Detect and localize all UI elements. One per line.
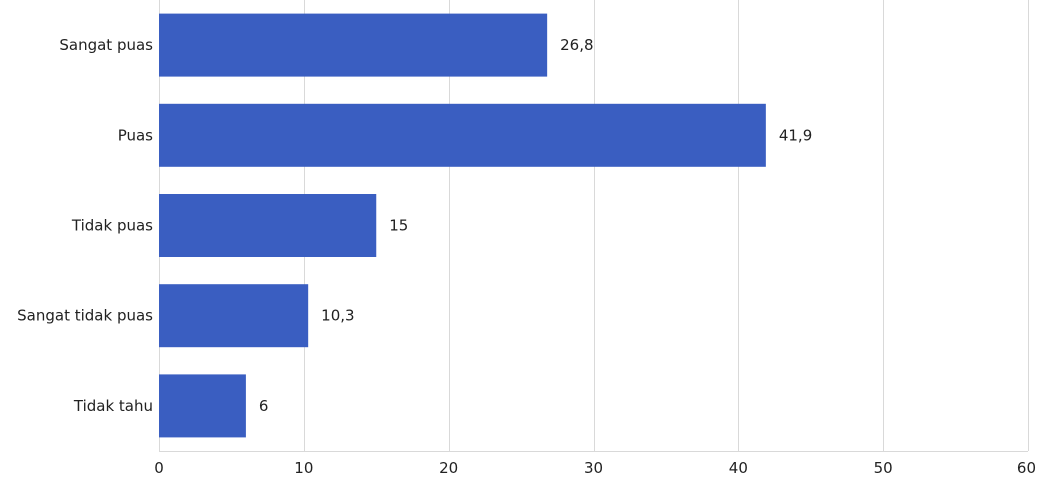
x-tick-label-20: 20 — [439, 459, 458, 477]
data-label-3: 10,3 — [321, 307, 354, 325]
x-tick-label-0: 0 — [154, 459, 164, 477]
category-label-4: Tidak tahu — [73, 397, 153, 415]
category-labels: Sangat puas Puas Tidak puas Sangat tidak pu… — [17, 36, 153, 415]
data-label-0: 26,8 — [560, 36, 593, 54]
data-label-1: 41,9 — [779, 126, 812, 144]
bar-0 — [159, 13, 548, 77]
category-label-3: Sangat tidak puas — [17, 307, 153, 325]
data-label-4: 6 — [259, 397, 269, 415]
bar-2 — [159, 194, 377, 257]
category-label-0: Sangat puas — [59, 36, 153, 54]
category-label-1: Puas — [118, 126, 153, 144]
x-axis-tick-labels: 0 10 20 30 40 50 60 — [154, 459, 1036, 477]
bar-3 — [159, 284, 309, 348]
bars — [159, 13, 766, 438]
x-tick-label-10: 10 — [294, 459, 313, 477]
data-labels: 26,8 41,9 15 10,3 6 — [259, 36, 812, 415]
x-tick-label-50: 50 — [874, 459, 893, 477]
data-label-2: 15 — [389, 217, 408, 235]
x-tick-label-30: 30 — [584, 459, 603, 477]
bar-4 — [159, 374, 246, 438]
x-tick-label-40: 40 — [729, 459, 748, 477]
category-label-2: Tidak puas — [71, 217, 153, 235]
x-tick-label-60: 60 — [1017, 459, 1036, 477]
bar-1 — [159, 103, 766, 167]
